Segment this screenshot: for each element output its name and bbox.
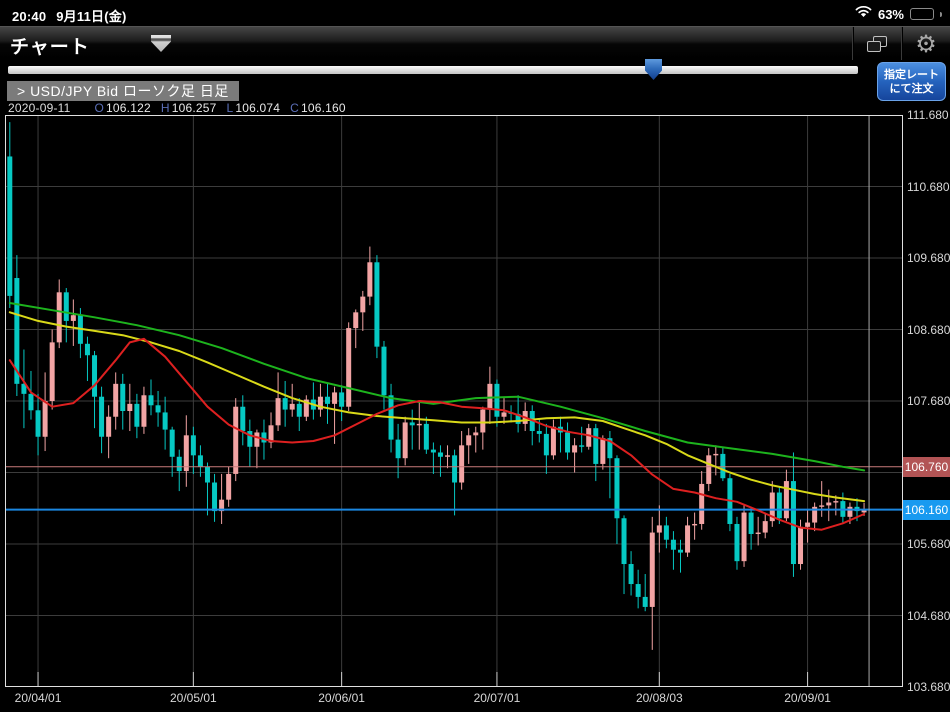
y-axis-label: 107.680 (907, 394, 950, 408)
x-axis-label: 20/09/01 (784, 691, 831, 705)
y-axis-label: 103.680 (907, 680, 950, 694)
open-value: 106.122 (106, 101, 151, 115)
windows-icon (867, 35, 887, 52)
y-axis-label: 110.680 (907, 179, 950, 194)
nav-bar: チャート ⚙ (0, 26, 950, 60)
settings-button[interactable]: ⚙ (901, 27, 950, 60)
low-value: 106.074 (235, 101, 281, 115)
alert-rate-tag[interactable]: 106.760 (903, 456, 950, 477)
close-label: C (290, 101, 300, 115)
high-value: 106.257 (171, 101, 217, 115)
battery-percent: 63% (877, 6, 904, 22)
windows-layout-button[interactable] (852, 27, 901, 60)
chart-scroll-handle[interactable] (645, 59, 662, 80)
page-title: チャート (10, 37, 90, 58)
wifi-icon (855, 5, 872, 23)
clock: 20:40 (12, 9, 47, 24)
symbol-selector[interactable]: > USD/JPY Bid ローソク足 日足 (7, 81, 239, 101)
x-axis-label: 20/04/01 (14, 691, 62, 705)
y-axis-label: 108.680 (907, 322, 950, 337)
open-label: O (94, 101, 105, 115)
ohlc-date: 2020-09-11 (8, 101, 71, 115)
y-axis-label: 105.680 (907, 537, 950, 551)
date: 9月11日(金) (56, 9, 127, 24)
x-axis-label: 20/07/01 (473, 691, 521, 705)
low-label: L (226, 101, 234, 115)
ohlc-readout: 2020-09-11 O 106.122 H 106.257 L 106.074 C 106.1… (8, 101, 346, 115)
chart-menu-dropdown-icon[interactable] (151, 35, 171, 52)
battery-icon (910, 8, 934, 20)
status-bar: 20:40 9月11日(金) 63% (0, 0, 950, 26)
gear-icon: ⚙ (915, 29, 937, 58)
y-axis-label: 109.680 (907, 251, 950, 265)
limit-order-label-line2: にて注文 (889, 82, 934, 95)
candlestick-chart[interactable] (5, 115, 903, 687)
x-axis-label: 20/06/01 (318, 691, 365, 705)
current-rate-tag[interactable]: 106.160 (903, 499, 950, 520)
battery-tip (940, 11, 942, 17)
high-label: H (160, 101, 170, 115)
chart-scroll-track[interactable] (8, 66, 858, 74)
y-axis-label: 111.680 (907, 108, 949, 122)
limit-order-label-line1: 指定レート (884, 68, 939, 81)
x-axis-label: 20/08/03 (635, 691, 683, 705)
close-value: 106.160 (301, 101, 346, 115)
x-axis-label: 20/05/01 (170, 691, 217, 705)
limit-order-button[interactable]: 指定レート にて注文 (877, 62, 946, 101)
y-axis-label: 104.680 (907, 608, 950, 623)
